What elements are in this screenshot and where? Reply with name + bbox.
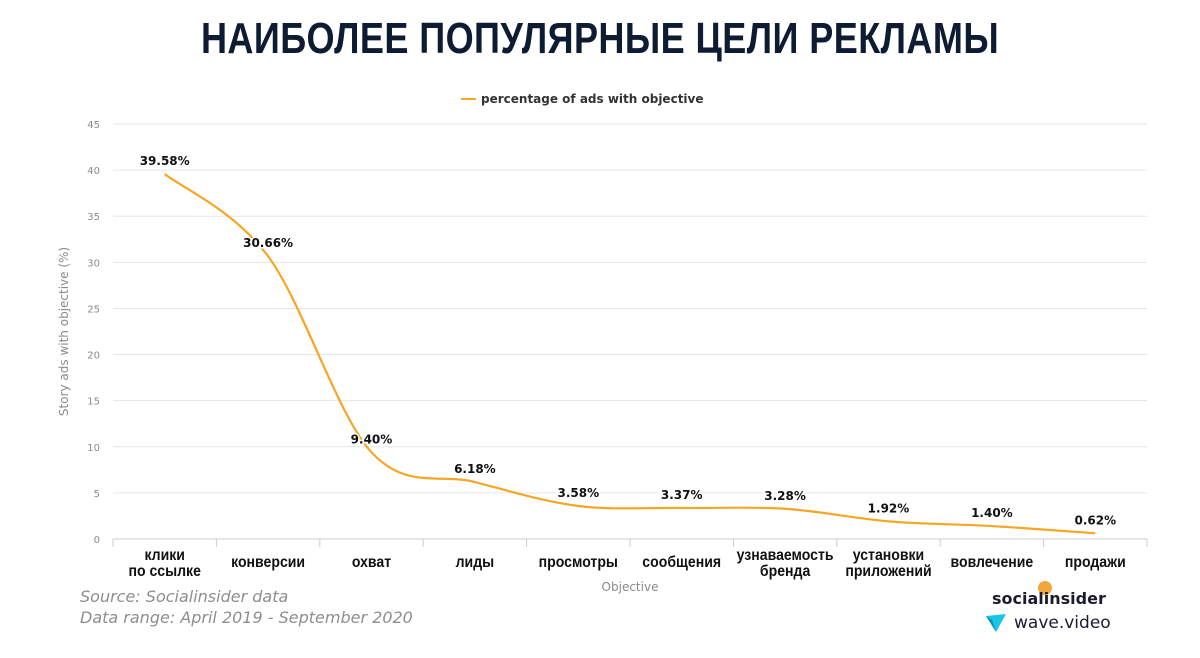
date-range-note: Data range: April 2019 - September 2020 (80, 608, 413, 627)
y-tick-label: 40 (87, 166, 100, 177)
wave-video-icon (986, 614, 1006, 632)
x-category-label: охват (352, 553, 391, 571)
data-label: 3.58% (557, 486, 599, 500)
series-line (164, 173, 1096, 535)
x-category-label: просмотры (539, 553, 618, 571)
wave-video-label: wave.video (1014, 613, 1111, 633)
legend-label: percentage of ads with objective (481, 92, 704, 106)
y-tick-label: 35 (87, 212, 100, 223)
y-tick-label: 20 (87, 351, 100, 362)
x-axis-title: Objective (602, 580, 659, 594)
y-tick-label: 45 (87, 120, 100, 131)
x-category-label: продажи (1065, 553, 1126, 571)
data-label: 30.66% (243, 236, 293, 250)
data-label: 1.40% (971, 506, 1013, 520)
y-tick-label: 0 (94, 535, 100, 546)
y-tick-label: 15 (87, 397, 100, 408)
x-category-label: лиды (456, 553, 495, 571)
y-axis-title: Story ads with objective (%) (57, 247, 71, 416)
y-tick-label: 5 (94, 489, 100, 500)
y-tick-label: 10 (87, 443, 100, 454)
x-category-label: конверсии (231, 553, 305, 571)
x-category-label: сообщения (642, 553, 721, 571)
x-category-label: узнаваемость бренда (737, 546, 834, 580)
data-label: 9.40% (351, 432, 393, 446)
data-label: 3.28% (764, 489, 806, 503)
wave-video-logo: wave.video (984, 610, 1111, 636)
socialinsider-logo-dot (1038, 581, 1052, 595)
chart-title: НАИБОЛЕЕ ПОПУЛЯРНЫЕ ЦЕЛИ РЕКЛАМЫ (200, 14, 1000, 63)
data-label: 3.37% (661, 488, 703, 502)
x-category-label: клики по ссылке (128, 546, 200, 580)
data-label: 0.62% (1074, 513, 1116, 527)
y-tick-label: 25 (87, 304, 100, 315)
x-category-label: установки приложений (845, 546, 931, 580)
x-category-label: вовлечение (951, 553, 1034, 571)
data-label: 1.92% (868, 501, 910, 515)
y-tick-label: 30 (87, 258, 100, 269)
data-label: 39.58% (140, 154, 190, 168)
data-label: 6.18% (454, 462, 496, 476)
socialinsider-logo: socialinsider (992, 589, 1106, 608)
source-note: Source: Socialinsider data (80, 587, 289, 606)
